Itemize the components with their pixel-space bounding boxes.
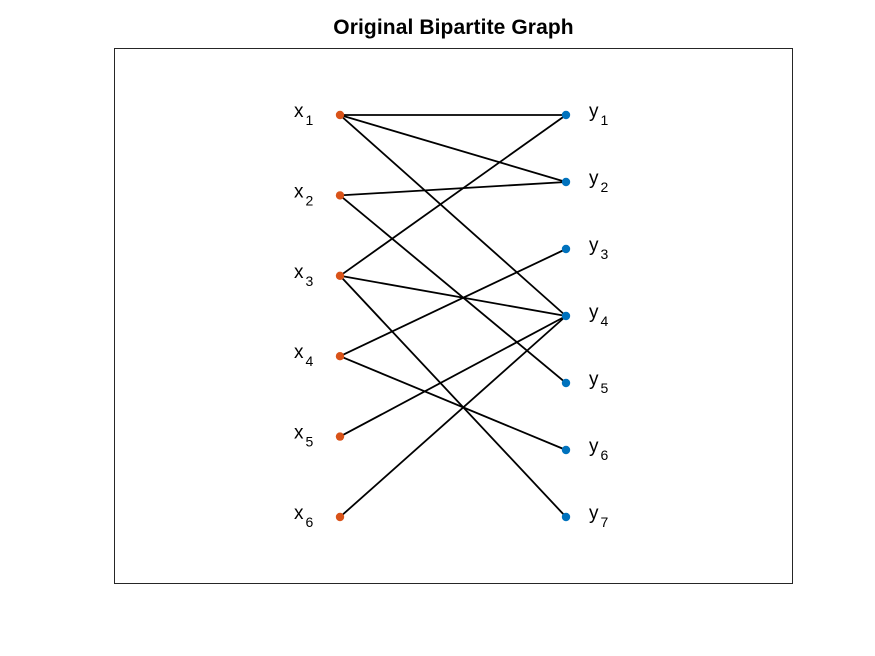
edge-x1-y4: [339, 114, 567, 317]
node-label-subscript: 7: [601, 514, 609, 530]
node-y7: [561, 512, 571, 522]
node-y5: [561, 378, 571, 388]
labels-layer: x 1x 2x 3x 4x 5x 6y 1y 2y 3y 4y 5y 6y 7: [294, 101, 609, 530]
node-x2: [335, 191, 345, 200]
node-label-base: y: [589, 168, 599, 189]
edge-x6-y4: [339, 315, 567, 518]
node-label-base: x: [294, 101, 304, 122]
edge-x3-y1: [339, 114, 567, 277]
edge-x4-y3: [339, 248, 567, 358]
node-label-base: y: [589, 369, 599, 390]
node-x4: [335, 352, 345, 361]
edge-x4-y6: [339, 355, 567, 451]
node-label-base: x: [294, 423, 304, 444]
node-label-subscript: 1: [306, 112, 314, 128]
node-label-subscript: 3: [601, 246, 609, 262]
node-x1: [335, 110, 345, 120]
node-label-subscript: 2: [601, 179, 609, 195]
node-y4: [561, 311, 571, 321]
node-label-base: y: [589, 436, 599, 457]
node-label-base: x: [294, 181, 304, 202]
node-y3: [561, 244, 571, 254]
node-label-base: x: [294, 503, 304, 524]
node-label-subscript: 4: [601, 313, 609, 329]
node-label-subscript: 1: [601, 112, 609, 128]
node-label-subscript: 6: [306, 514, 314, 530]
node-label-base: y: [589, 302, 599, 323]
node-x3: [335, 271, 345, 280]
node-label-base: x: [294, 262, 304, 283]
node-x6: [335, 512, 345, 522]
edge-x5-y4: [339, 315, 567, 438]
edge-x2-y5: [339, 194, 567, 384]
node-label-subscript: 3: [306, 273, 314, 289]
node-label-subscript: 5: [306, 434, 314, 450]
node-y1: [561, 110, 571, 120]
edge-x1-y2: [339, 114, 567, 183]
node-x5: [335, 432, 345, 441]
node-y6: [561, 445, 571, 455]
axes-border: [114, 48, 793, 584]
node-label-base: y: [589, 235, 599, 256]
node-label-subscript: 6: [601, 447, 609, 463]
node-label-subscript: 5: [601, 380, 609, 396]
graph-title: Original Bipartite Graph: [333, 16, 574, 39]
node-y2: [561, 177, 571, 187]
node-label-base: y: [589, 101, 599, 122]
nodes-layer: [335, 110, 571, 522]
node-label-base: y: [589, 503, 599, 524]
node-label-subscript: 4: [306, 353, 314, 369]
node-label-subscript: 2: [306, 192, 314, 208]
node-label-base: x: [294, 342, 304, 363]
edge-x3-y7: [339, 275, 567, 518]
edge-x3-y4: [339, 274, 567, 317]
edges-layer: [339, 114, 567, 518]
edge-x2-y2: [339, 181, 567, 197]
